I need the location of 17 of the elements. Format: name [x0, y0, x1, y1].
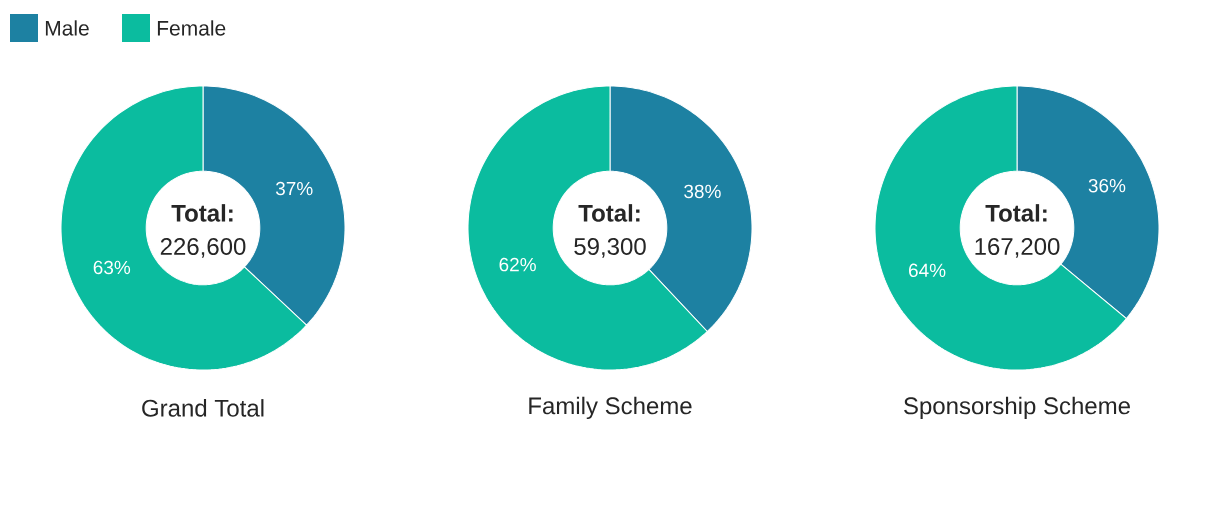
data-label: 64%	[909, 263, 946, 278]
text: 226,600	[160, 237, 246, 258]
data-label: 36%	[1088, 178, 1126, 193]
text: Total:	[985, 204, 1047, 222]
data-label: 37%	[275, 181, 313, 196]
data-label: 63%	[93, 260, 131, 275]
legend-label: Female	[157, 20, 226, 36]
text: Sponsorship Scheme	[904, 396, 1130, 420]
text: Total:	[171, 204, 233, 222]
text: 59,300	[574, 237, 646, 258]
text: Family Scheme	[529, 396, 692, 420]
legend-label: Male	[45, 20, 89, 36]
text: Total:	[578, 204, 640, 222]
data-label: 38%	[684, 184, 721, 199]
data-label: 62%	[499, 257, 536, 272]
text: 167,200	[975, 237, 1060, 258]
text: Grand Total	[142, 399, 264, 417]
